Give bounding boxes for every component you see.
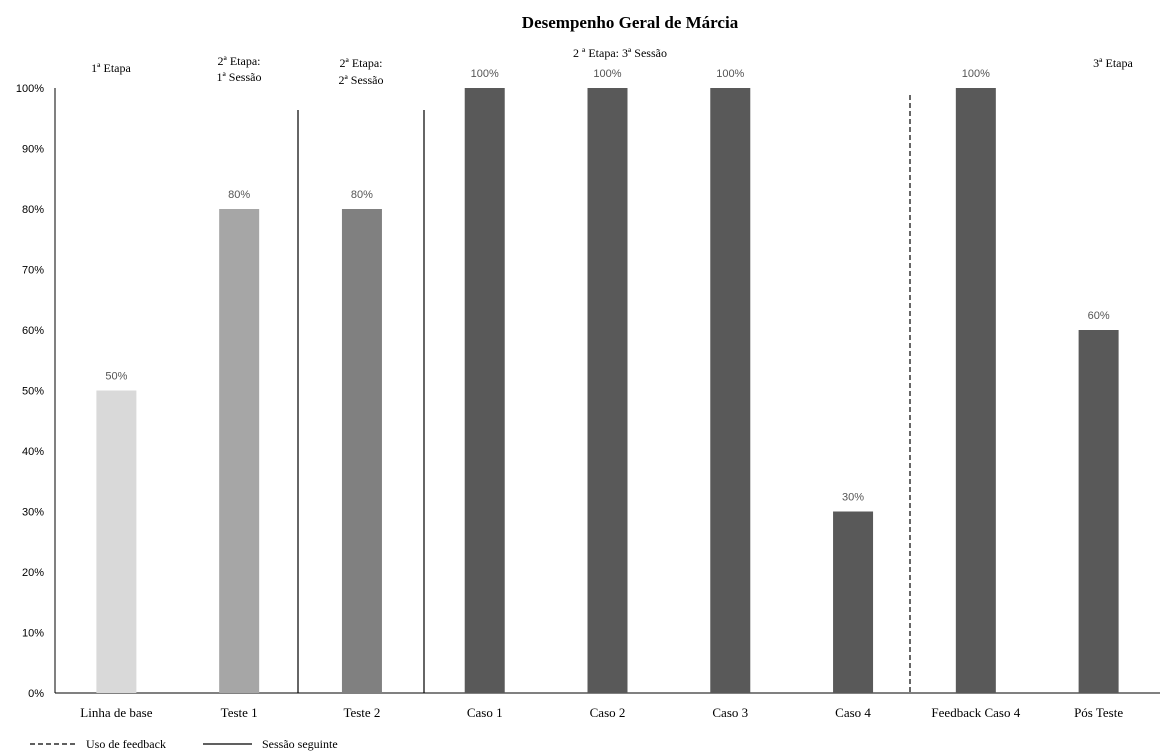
data-labels: 50% 80% 80% 100% 100% 100% 30% 100% 60%: [105, 68, 1109, 504]
category-label: Caso 1: [467, 705, 503, 720]
stage-label-etapa3: 3ª Etapa: [1093, 56, 1133, 70]
y-tick-label: 40%: [22, 446, 44, 458]
bar: [219, 209, 260, 693]
legend-dashed-label: Uso de feedback: [86, 737, 166, 751]
y-tick-label: 50%: [22, 386, 44, 398]
y-tick-label: 70%: [22, 265, 44, 277]
category-label: Linha de base: [80, 705, 152, 720]
category-label: Teste 1: [221, 705, 258, 720]
data-label: 60%: [1088, 310, 1110, 322]
bar: [464, 88, 505, 693]
bar: [833, 511, 874, 693]
stage-label-etapa2-s1-line2: 1ª Sessão: [217, 70, 262, 84]
data-label: 100%: [962, 68, 990, 80]
category-labels: Linha de base Teste 1 Teste 2 Caso 1 Caso 2 C…: [80, 705, 1123, 720]
y-tick-label: 0%: [28, 688, 44, 700]
category-label: Caso 2: [590, 705, 626, 720]
category-label: Teste 2: [343, 705, 380, 720]
bars: [96, 88, 1119, 693]
stage-label-etapa2-s2-line1: 2ª Etapa:: [340, 56, 383, 70]
data-label: 100%: [471, 68, 499, 80]
data-label: 50%: [105, 371, 127, 383]
stage-label-etapa2-s3: 2 ª Etapa: 3ª Sessão: [573, 46, 667, 60]
bar: [341, 209, 382, 693]
data-label: 80%: [228, 189, 250, 201]
data-label: 80%: [351, 189, 373, 201]
bar: [587, 88, 628, 693]
stage-label-etapa2-s1-line1: 2ª Etapa:: [218, 54, 261, 68]
y-tick-label: 60%: [22, 325, 44, 337]
bar: [96, 390, 137, 693]
bar: [1078, 330, 1119, 693]
legend-solid-label: Sessão seguinte: [262, 737, 338, 751]
y-tick-label: 90%: [22, 144, 44, 156]
stage-label-etapa1: 1ª Etapa: [91, 61, 131, 75]
y-tick-label: 10%: [22, 628, 44, 640]
bar: [955, 88, 996, 693]
data-label: 100%: [716, 68, 744, 80]
category-label: Caso 4: [835, 705, 871, 720]
data-label: 100%: [593, 68, 621, 80]
stage-label-etapa2-s2-line2: 2ª Sessão: [339, 73, 384, 87]
category-label: Caso 3: [712, 705, 748, 720]
bar: [710, 88, 751, 693]
y-tick-label: 30%: [22, 507, 44, 519]
category-label: Pós Teste: [1074, 705, 1123, 720]
category-label: Feedback Caso 4: [931, 705, 1020, 720]
chart-title: Desempenho Geral de Márcia: [522, 13, 739, 32]
y-axis-ticks: 0% 10% 20% 30% 40% 50% 60% 70% 80% 90% 100%: [16, 83, 44, 700]
y-tick-label: 80%: [22, 204, 44, 216]
y-tick-label: 20%: [22, 567, 44, 579]
data-label: 30%: [842, 492, 864, 504]
y-tick-label: 100%: [16, 83, 44, 95]
